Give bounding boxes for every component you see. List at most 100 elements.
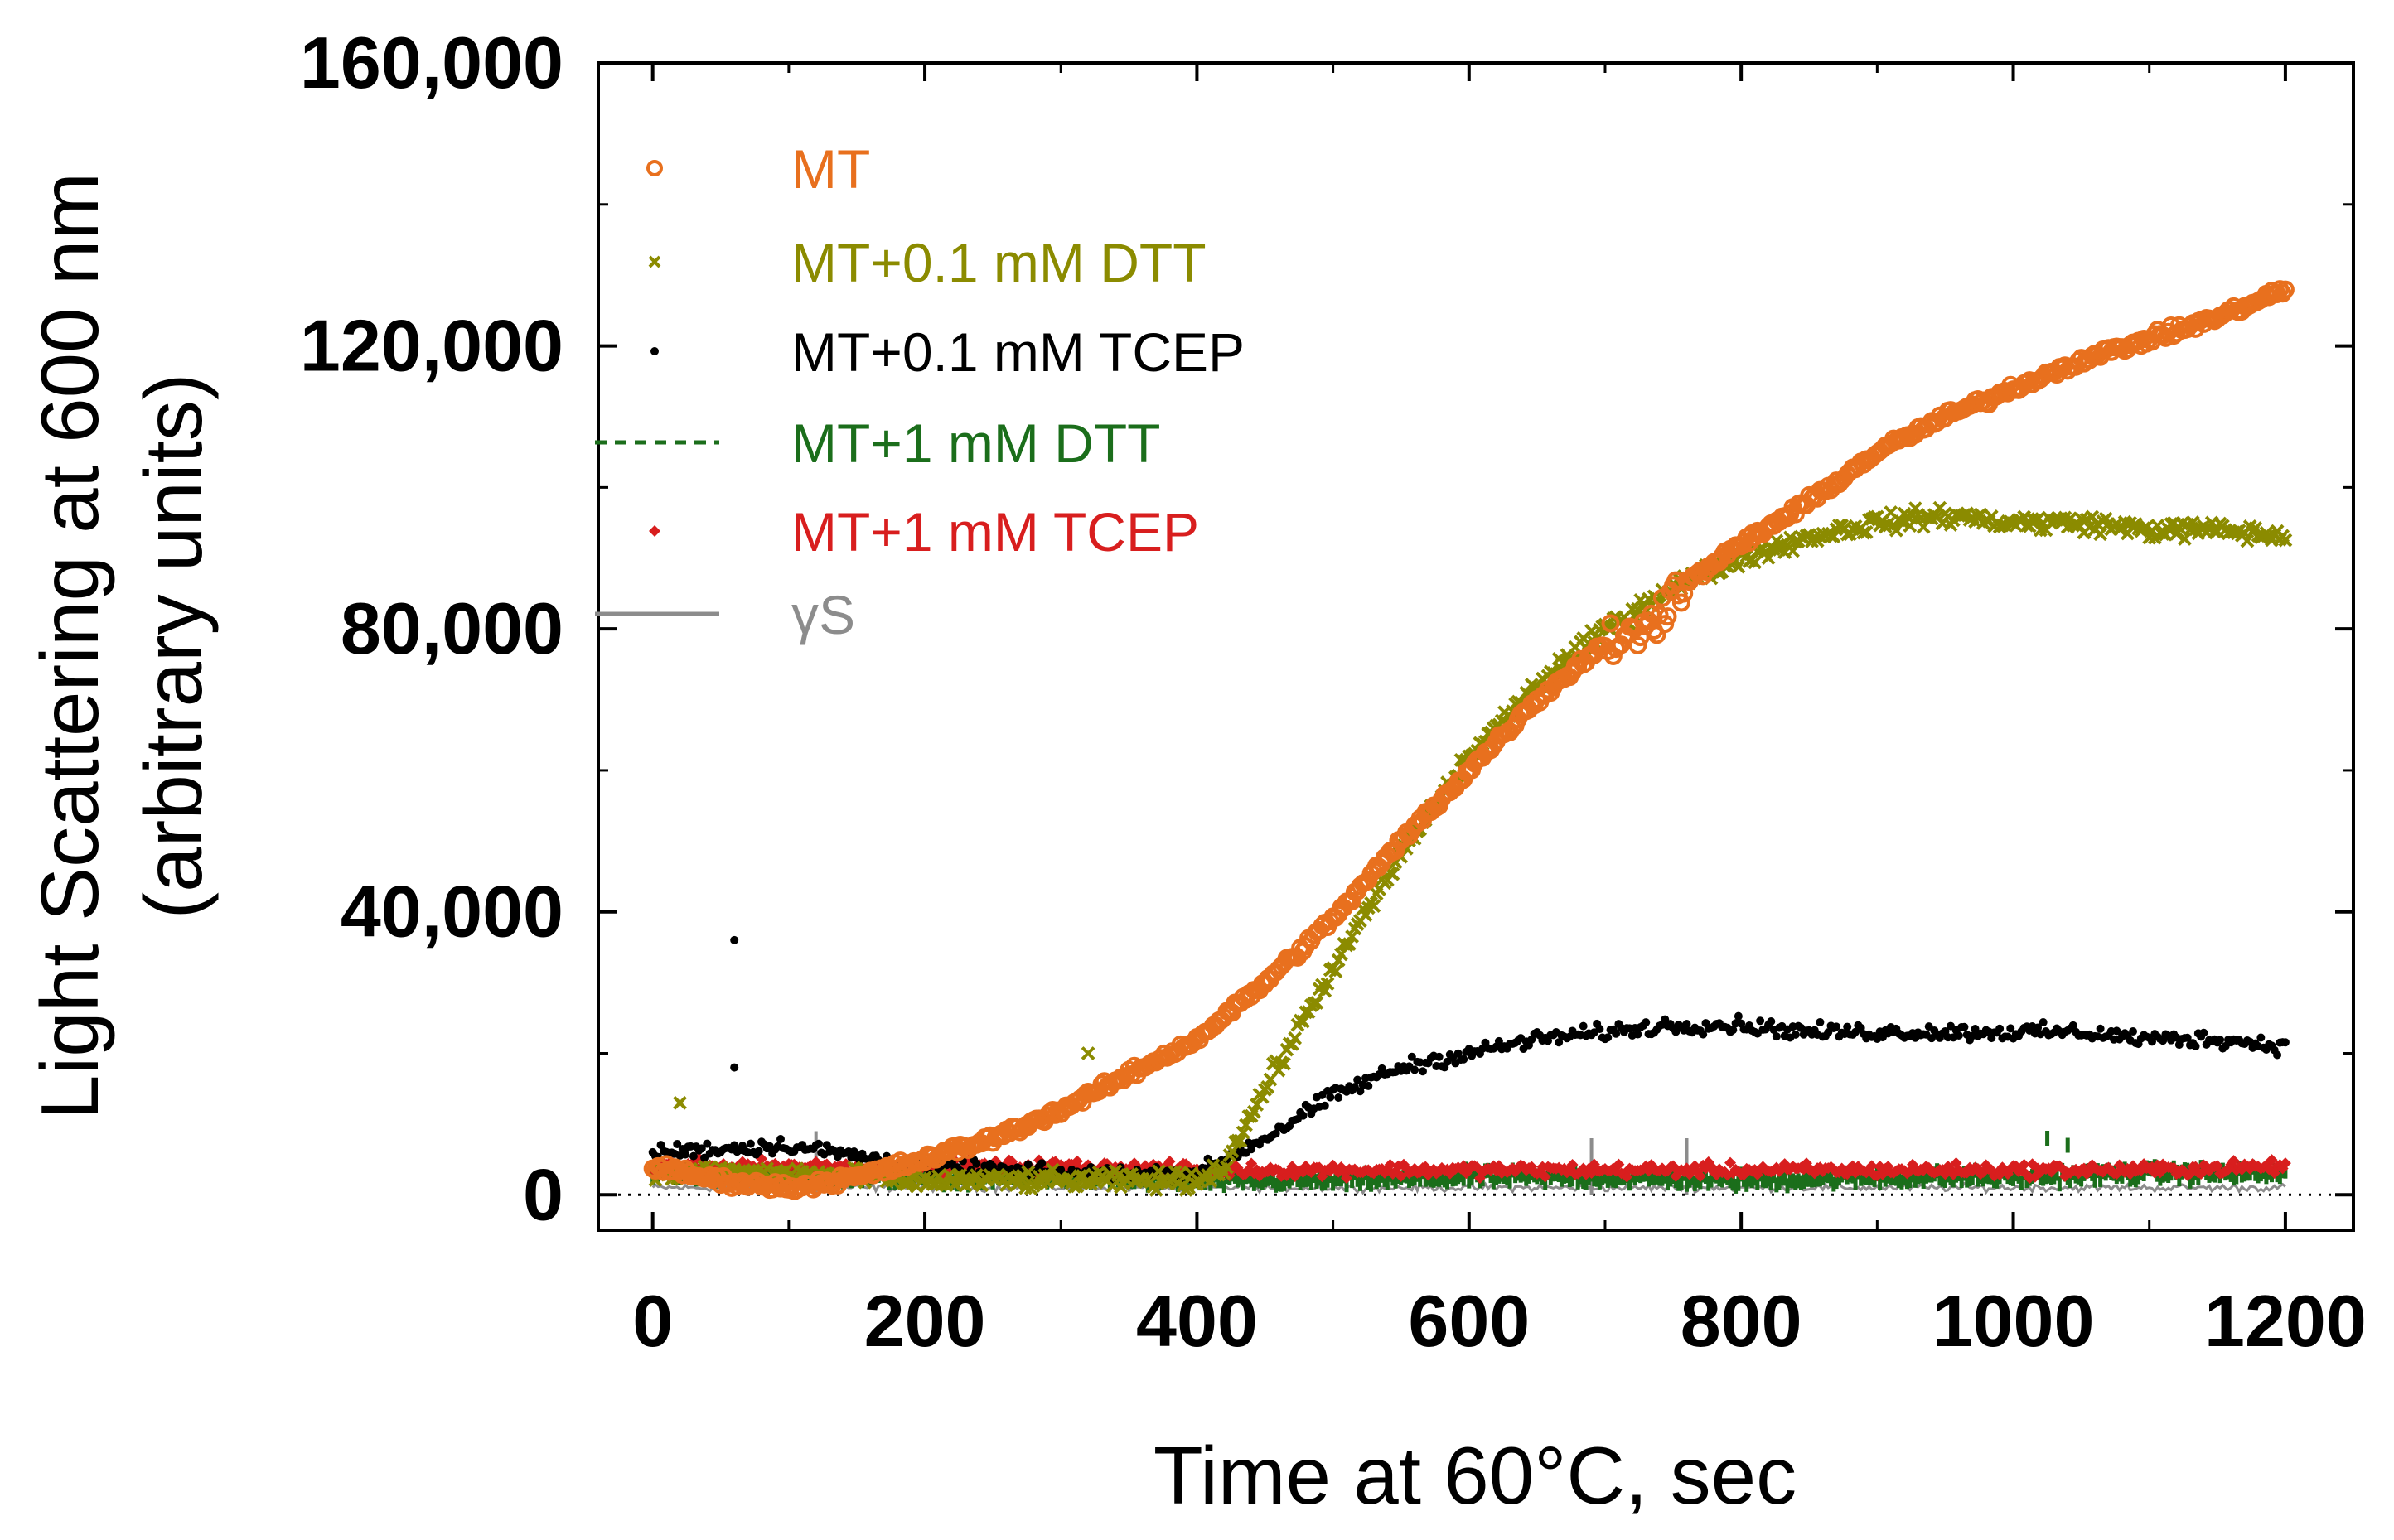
x-tick-label: 600 (1408, 1280, 1530, 1362)
data-point (1612, 1029, 1621, 1038)
data-point (1628, 635, 1647, 654)
data-point (1288, 1031, 1303, 1045)
data-point (1767, 1017, 1776, 1026)
x-tick-label: 1000 (1932, 1280, 2095, 1362)
data-point (1579, 1021, 1588, 1031)
data-point (1384, 1159, 1396, 1171)
data-point (1245, 1157, 1258, 1170)
data-point (1173, 1166, 1188, 1180)
data-point (1786, 543, 1800, 558)
data-point (1081, 1046, 1095, 1060)
data-point (1320, 1101, 1329, 1110)
data-point (1057, 1166, 1066, 1175)
data-point (681, 1150, 690, 1159)
data-point (1364, 1081, 1373, 1090)
data-point (1971, 1024, 1980, 1033)
data-point (1843, 1022, 1852, 1031)
data-point (822, 1141, 831, 1150)
y-tick-label: 120,000 (300, 305, 563, 387)
legend-entry: MT (646, 138, 870, 200)
data-point (2148, 1037, 2157, 1046)
y-tick-label: 0 (523, 1153, 563, 1235)
data-point (730, 935, 739, 944)
data-point (1296, 937, 1315, 956)
data-point (2096, 1024, 2105, 1033)
data-point (1206, 1158, 1221, 1173)
data-point (1231, 1133, 1245, 1148)
data-point (1260, 1079, 1275, 1094)
legend-entry: MT+0.1 mM DTT (648, 232, 1207, 293)
data-point (1407, 1052, 1416, 1061)
y-axis-title-line2: (arbitrary units) (128, 374, 219, 920)
data-point (2068, 1021, 2077, 1030)
data-point (1633, 1030, 1642, 1039)
legend-entry: MT+1 mM TCEP (649, 501, 1199, 562)
data-point (2018, 1158, 2030, 1171)
data-point (1459, 1055, 1468, 1064)
data-point (2279, 1157, 2291, 1170)
data-point (1366, 899, 1381, 914)
data-point (1271, 1129, 1280, 1138)
data-point (1642, 604, 1661, 623)
data-point (2227, 1155, 2240, 1167)
data-point (1386, 867, 1400, 881)
data-point (1296, 1014, 1310, 1029)
data-point (673, 1139, 682, 1148)
data-point (1595, 1025, 1604, 1034)
data-point (1220, 1160, 1234, 1175)
data-point (2216, 1036, 2225, 1045)
data-point (2240, 533, 2255, 548)
y-tick-label: 40,000 (341, 871, 563, 953)
data-point (1225, 1144, 1240, 1159)
data-point (1334, 1093, 1343, 1103)
data-point (703, 1139, 712, 1148)
data-point (1418, 1067, 1427, 1076)
legend-marker (648, 255, 661, 268)
data-point (754, 1147, 763, 1156)
data-point (2129, 1027, 2138, 1036)
data-point (1729, 1026, 1738, 1035)
data-point (1889, 523, 1903, 538)
data-point (1353, 1075, 1362, 1084)
data-point (1037, 1159, 1047, 1168)
data-point (697, 1144, 706, 1153)
data-point (1954, 1031, 1963, 1040)
data-point (2112, 1026, 2121, 1036)
data-point (2034, 1023, 2043, 1032)
data-point (2256, 1033, 2266, 1042)
legend-label: MT+1 mM DTT (791, 413, 1160, 474)
data-point (2280, 1038, 2290, 1047)
data-point (1671, 1027, 1681, 1036)
plot-frame (597, 61, 2355, 1232)
data-point (1960, 1022, 1969, 1031)
legend-marker (650, 347, 659, 355)
series-diamond (646, 1152, 2291, 1185)
data-point (1832, 1022, 1841, 1031)
data-point (1661, 1015, 1670, 1024)
data-point (1734, 1011, 1743, 1021)
data-point (1163, 1156, 1176, 1168)
legend-label: MT (791, 138, 870, 200)
legend-marker (646, 160, 663, 176)
data-point (1724, 1156, 1737, 1169)
data-point (1689, 1160, 1701, 1172)
data-point (689, 1151, 698, 1161)
data-point (730, 1141, 739, 1150)
data-point (2039, 1018, 2048, 1027)
data-point (1342, 937, 1357, 952)
data-point (1434, 1052, 1444, 1061)
data-point (1356, 1087, 1365, 1096)
data-point (814, 1139, 823, 1148)
series-layer (643, 280, 2295, 1200)
data-point (1699, 1030, 1708, 1039)
x-tick-label: 400 (1136, 1280, 1258, 1362)
data-point (776, 1134, 786, 1143)
legend-label: γS (791, 584, 855, 645)
data-point (2273, 1050, 2282, 1060)
data-point (1539, 1171, 1551, 1183)
data-point (1791, 1030, 1800, 1039)
data-point (1277, 1056, 1291, 1071)
data-point (1152, 1164, 1166, 1179)
